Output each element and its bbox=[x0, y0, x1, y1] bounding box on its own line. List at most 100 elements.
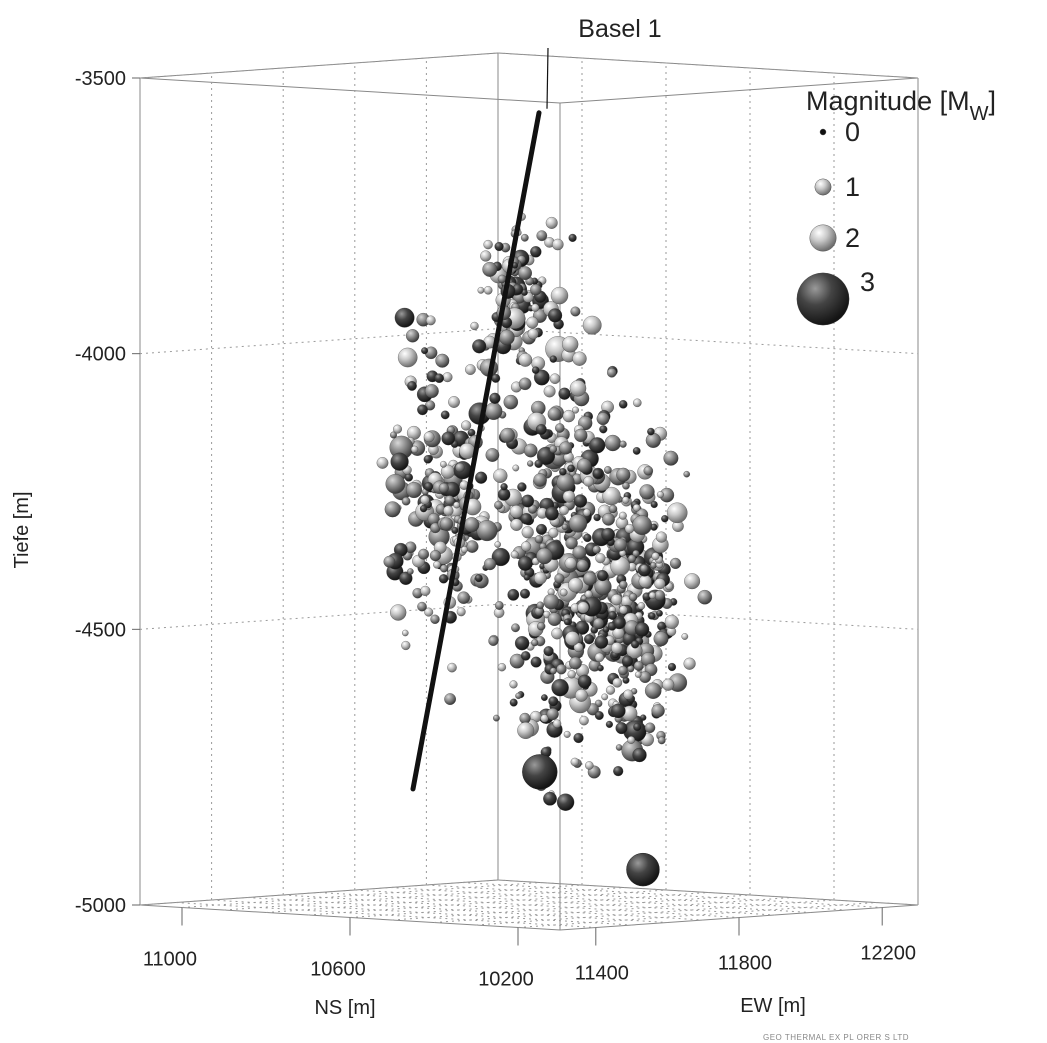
event-point bbox=[552, 238, 564, 251]
event-point bbox=[638, 574, 652, 588]
event-point bbox=[511, 623, 520, 633]
event-point bbox=[543, 385, 556, 398]
event-point bbox=[404, 473, 413, 482]
event-point bbox=[613, 538, 627, 552]
event-point bbox=[651, 552, 660, 561]
event-point bbox=[547, 612, 562, 626]
event-point bbox=[632, 447, 641, 455]
event-point bbox=[618, 665, 628, 676]
event-point bbox=[443, 505, 454, 516]
event-point bbox=[434, 373, 444, 383]
large-event-point bbox=[522, 754, 558, 790]
event-point bbox=[633, 660, 644, 671]
event-point bbox=[610, 594, 623, 606]
event-point bbox=[681, 633, 689, 640]
legend-label: 2 bbox=[845, 223, 860, 253]
event-point bbox=[485, 448, 500, 462]
event-point bbox=[494, 500, 503, 510]
event-point bbox=[556, 473, 575, 492]
event-point bbox=[510, 518, 523, 531]
event-point bbox=[440, 564, 448, 573]
event-point bbox=[493, 714, 500, 722]
event-point bbox=[612, 677, 623, 688]
event-point bbox=[634, 622, 650, 637]
event-point bbox=[608, 610, 618, 620]
event-point bbox=[394, 307, 415, 328]
event-point bbox=[648, 591, 656, 599]
event-point bbox=[417, 601, 427, 612]
event-point bbox=[576, 458, 592, 473]
event-point bbox=[444, 693, 456, 705]
floor-grid bbox=[175, 882, 883, 928]
event-point bbox=[465, 364, 476, 375]
event-point bbox=[618, 511, 627, 520]
event-point bbox=[507, 588, 520, 601]
event-point bbox=[423, 455, 433, 464]
event-point bbox=[517, 556, 533, 571]
event-point bbox=[572, 545, 587, 560]
event-point bbox=[509, 698, 518, 707]
event-point bbox=[568, 514, 588, 533]
event-point bbox=[599, 425, 608, 434]
event-point bbox=[619, 440, 627, 448]
event-point bbox=[594, 652, 605, 663]
event-point bbox=[628, 592, 638, 602]
event-point bbox=[573, 732, 584, 744]
event-point bbox=[475, 471, 488, 484]
event-point bbox=[420, 585, 431, 596]
event-point bbox=[615, 744, 623, 751]
well-trajectory bbox=[410, 47, 549, 792]
event-point bbox=[654, 578, 666, 590]
event-point bbox=[564, 557, 577, 570]
grid-depth-line-back-right bbox=[497, 879, 919, 906]
event-point bbox=[654, 590, 666, 601]
ew-tick-label: 11400 bbox=[575, 963, 629, 985]
event-point bbox=[440, 410, 450, 420]
event-point bbox=[530, 656, 542, 668]
event-point bbox=[656, 609, 663, 617]
event-point bbox=[569, 380, 587, 397]
event-point bbox=[618, 400, 628, 409]
event-point bbox=[651, 704, 665, 718]
event-point bbox=[567, 464, 575, 473]
event-point bbox=[543, 791, 557, 806]
event-point bbox=[497, 663, 507, 672]
event-point bbox=[605, 685, 616, 695]
legend-marker bbox=[814, 178, 832, 196]
event-point bbox=[440, 460, 447, 468]
event-point bbox=[536, 601, 545, 610]
event-point bbox=[623, 689, 634, 700]
event-point bbox=[514, 636, 530, 651]
event-point bbox=[563, 618, 571, 626]
event-point bbox=[559, 588, 568, 597]
event-point bbox=[518, 353, 533, 367]
frame-top-ew bbox=[559, 77, 919, 104]
event-point bbox=[605, 720, 613, 728]
event-point bbox=[683, 657, 696, 670]
event-point bbox=[531, 303, 540, 312]
event-point bbox=[488, 636, 499, 646]
event-point bbox=[407, 381, 417, 391]
grid-depth-line-back-left bbox=[139, 328, 499, 355]
event-point bbox=[551, 678, 569, 697]
event-point bbox=[595, 553, 606, 564]
event-point bbox=[477, 286, 485, 294]
event-point bbox=[663, 450, 679, 466]
event-point bbox=[421, 347, 429, 355]
event-point bbox=[583, 533, 592, 543]
event-points bbox=[376, 212, 713, 887]
event-point bbox=[644, 722, 656, 734]
plot-box-frame bbox=[139, 52, 919, 931]
event-point bbox=[465, 540, 479, 553]
event-point bbox=[399, 571, 413, 585]
event-point bbox=[517, 722, 535, 739]
event-point bbox=[510, 550, 519, 559]
event-point bbox=[509, 505, 523, 519]
floor-grid-line bbox=[462, 882, 883, 908]
grid-depth-line-back-right bbox=[497, 52, 919, 79]
frame-top-back-left bbox=[139, 52, 499, 79]
event-point bbox=[633, 398, 642, 408]
event-point bbox=[384, 501, 401, 518]
event-point bbox=[622, 496, 630, 504]
event-point bbox=[567, 670, 576, 679]
